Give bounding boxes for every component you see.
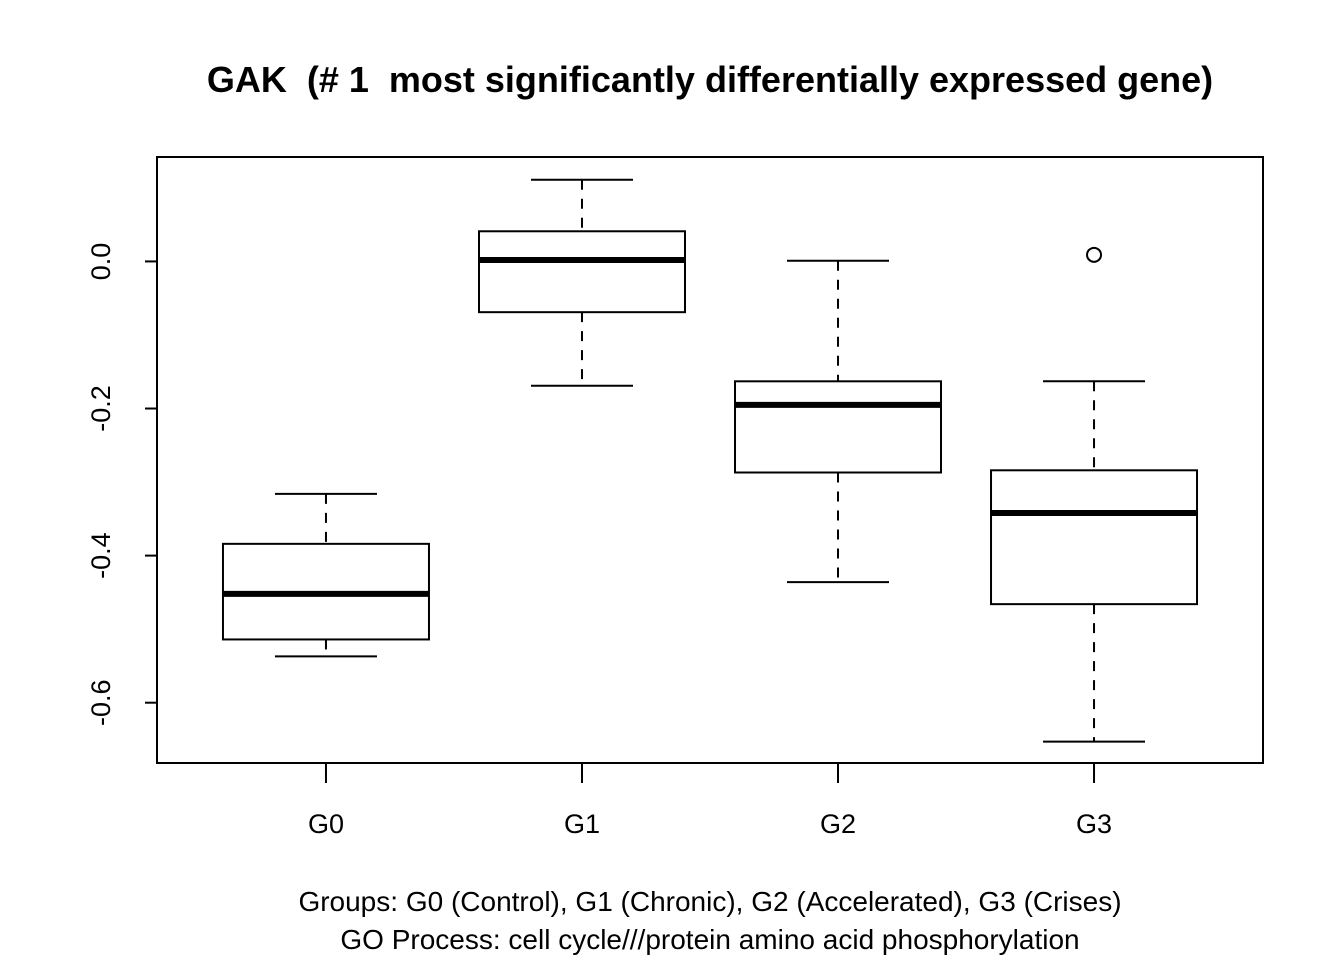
x-tick-label: G2	[820, 809, 856, 839]
y-tick-label: -0.4	[86, 532, 116, 579]
plot-frame	[156, 156, 1264, 764]
y-tick-label: 0.0	[86, 243, 116, 281]
x-tick-label: G3	[1076, 809, 1112, 839]
box-g2	[734, 259, 943, 584]
x-axis: G0 G1 G2 G3	[308, 763, 1112, 839]
outlier-point	[1086, 246, 1103, 263]
iqr-box	[734, 380, 943, 474]
box-g0	[221, 492, 430, 658]
y-tick-label: -0.2	[86, 385, 116, 432]
box-g3	[990, 246, 1199, 743]
iqr-box	[477, 230, 686, 314]
y-tick-label: -0.6	[86, 679, 116, 726]
iqr-box	[990, 469, 1199, 606]
caption-groups: Groups: G0 (Control), G1 (Chronic), G2 (…	[298, 886, 1121, 917]
caption-go-process: GO Process: cell cycle///protein amino a…	[340, 924, 1079, 955]
y-axis: 0.0 -0.2 -0.4 -0.6	[86, 243, 157, 726]
x-tick-label: G1	[564, 809, 600, 839]
box-g1	[477, 178, 686, 387]
box-series	[221, 178, 1199, 743]
x-tick-label: G0	[308, 809, 344, 839]
chart-title: GAK (# 1 most significantly differential…	[207, 59, 1213, 100]
